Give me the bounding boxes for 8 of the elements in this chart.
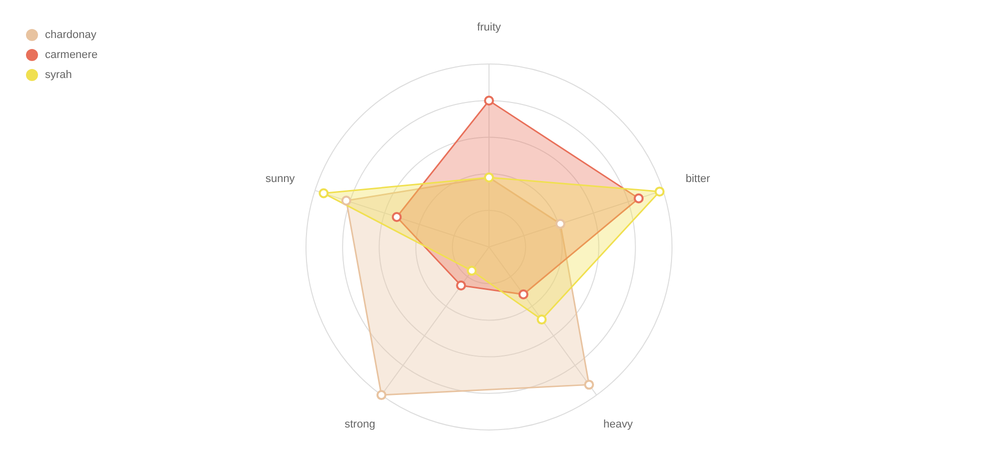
legend-label: carmenere bbox=[45, 48, 98, 61]
spoke-label: bitter bbox=[686, 173, 710, 186]
spoke-label: strong bbox=[344, 418, 376, 431]
legend-label: chardonay bbox=[45, 28, 97, 41]
spoke-label: heavy bbox=[603, 418, 634, 431]
legend-label: syrah bbox=[45, 68, 72, 81]
spoke-label: sunny bbox=[265, 173, 296, 186]
spoke-label: fruity bbox=[477, 21, 502, 34]
